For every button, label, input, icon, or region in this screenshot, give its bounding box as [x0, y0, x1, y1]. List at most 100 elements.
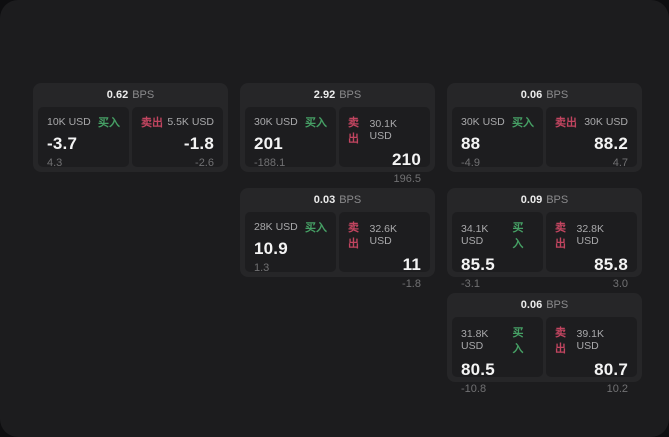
bps-unit-label: BPS	[132, 89, 155, 101]
sell-amount: 30K USD	[584, 116, 628, 128]
sell-amount: 39.1K USD	[576, 328, 604, 352]
sell-panel-header: 卖出 32.6K USD	[348, 219, 421, 251]
quote-card: 0.62 BPS 10K USD 买入 -3.7 4.3 卖出 5.5K USD…	[33, 83, 228, 172]
buy-amount: 31.8K USD	[461, 328, 489, 352]
quote-card: 0.06 BPS 30K USD 买入 88 -4.9 卖出 30K USD 8…	[447, 83, 642, 172]
buy-panel[interactable]: 28K USD 买入 10.9 1.3	[245, 212, 336, 274]
buy-panel[interactable]: 31.8K USD 买入 80.5 -10.8	[452, 317, 543, 395]
bps-unit-label: BPS	[339, 194, 362, 206]
sell-label: 卖出	[348, 222, 359, 250]
sell-panel[interactable]: 卖出 30K USD 88.2 4.7	[546, 107, 637, 169]
sell-amount: 5.5K USD	[167, 116, 214, 128]
sell-panel-header: 卖出 5.5K USD	[141, 114, 214, 130]
buy-label: 买入	[305, 117, 327, 129]
bid-ask-panels: 30K USD 买入 201 -188.1 卖出 30.1K USD 210 1…	[245, 107, 430, 185]
bid-ask-panels: 28K USD 买入 10.9 1.3 卖出 32.6K USD 11 -1.8	[245, 212, 430, 290]
sell-subvalue: -1.8	[402, 278, 421, 290]
column-2: 2.92 BPS 30K USD 买入 201 -188.1 卖出 30.1K …	[240, 83, 435, 290]
buy-label: 买入	[512, 117, 534, 129]
buy-price: -3.7	[47, 134, 78, 153]
sell-panel-header: 卖出 30K USD	[555, 114, 628, 130]
sell-subvalue: -2.6	[195, 157, 214, 169]
buy-subvalue: 4.3	[47, 157, 63, 169]
bps-unit-label: BPS	[546, 194, 569, 206]
sell-subvalue: 10.2	[606, 383, 628, 395]
buy-amount: 28K USD	[254, 221, 298, 233]
buy-panel[interactable]: 30K USD 买入 201 -188.1	[245, 107, 336, 169]
sell-price: 88.2	[594, 134, 628, 153]
sell-amount: 32.8K USD	[576, 223, 604, 247]
spread-bps-value: 0.06	[520, 89, 543, 101]
sell-panel[interactable]: 卖出 39.1K USD 80.7 10.2	[546, 317, 637, 395]
bid-ask-panels: 10K USD 买入 -3.7 4.3 卖出 5.5K USD -1.8 -2.…	[38, 107, 223, 169]
bid-ask-panels: 31.8K USD 买入 80.5 -10.8 卖出 39.1K USD 80.…	[452, 317, 637, 395]
sell-panel[interactable]: 卖出 32.6K USD 11 -1.8	[339, 212, 430, 290]
quote-card-grid: 0.62 BPS 10K USD 买入 -3.7 4.3 卖出 5.5K USD…	[33, 83, 642, 395]
sell-price: 85.8	[594, 255, 628, 274]
buy-price: 80.5	[461, 360, 495, 379]
card-header: 2.92 BPS	[245, 83, 430, 107]
spread-bps-value: 2.92	[313, 89, 336, 101]
bps-unit-label: BPS	[546, 299, 569, 311]
buy-price: 85.5	[461, 255, 495, 274]
sell-amount: 32.6K USD	[369, 223, 397, 247]
card-header: 0.62 BPS	[38, 83, 223, 107]
buy-label: 买入	[305, 222, 327, 234]
bps-unit-label: BPS	[339, 89, 362, 101]
card-header: 0.03 BPS	[245, 188, 430, 212]
buy-panel[interactable]: 34.1K USD 买入 85.5 -3.1	[452, 212, 543, 290]
buy-label: 买入	[512, 222, 524, 250]
sell-price: 210	[392, 150, 421, 169]
sell-panel[interactable]: 卖出 30.1K USD 210 196.5	[339, 107, 430, 185]
buy-amount: 30K USD	[461, 116, 505, 128]
card-header: 0.06 BPS	[452, 83, 637, 107]
sell-price: -1.8	[183, 134, 214, 153]
sell-subvalue: 4.7	[612, 157, 628, 169]
buy-price: 201	[254, 134, 283, 153]
buy-panel-header: 10K USD 买入	[47, 114, 120, 130]
column-3: 0.06 BPS 30K USD 买入 88 -4.9 卖出 30K USD 8…	[447, 83, 642, 395]
buy-subvalue: -10.8	[461, 383, 487, 395]
column-1: 0.62 BPS 10K USD 买入 -3.7 4.3 卖出 5.5K USD…	[33, 83, 228, 172]
buy-price: 88	[461, 134, 481, 153]
buy-amount: 30K USD	[254, 116, 298, 128]
quote-card: 0.03 BPS 28K USD 买入 10.9 1.3 卖出 32.6K US…	[240, 188, 435, 290]
buy-label: 买入	[98, 117, 120, 129]
card-header: 0.06 BPS	[452, 293, 637, 317]
sell-label: 卖出	[555, 327, 566, 355]
bid-ask-panels: 30K USD 买入 88 -4.9 卖出 30K USD 88.2 4.7	[452, 107, 637, 169]
buy-panel-header: 31.8K USD 买入	[461, 324, 534, 356]
sell-label: 卖出	[141, 117, 163, 129]
sell-subvalue: 196.5	[393, 173, 421, 185]
buy-panel[interactable]: 30K USD 买入 88 -4.9	[452, 107, 543, 169]
buy-subvalue: -3.1	[461, 278, 480, 290]
buy-price: 10.9	[254, 239, 288, 258]
spread-bps-value: 0.62	[106, 89, 129, 101]
spread-bps-value: 0.09	[520, 194, 543, 206]
bid-ask-panels: 34.1K USD 买入 85.5 -3.1 卖出 32.8K USD 85.8…	[452, 212, 637, 290]
sell-price: 80.7	[594, 360, 628, 379]
sell-label: 卖出	[348, 117, 359, 145]
buy-subvalue: 1.3	[254, 262, 270, 274]
buy-subvalue: -188.1	[254, 157, 286, 169]
buy-panel[interactable]: 10K USD 买入 -3.7 4.3	[38, 107, 129, 169]
sell-label: 卖出	[555, 117, 577, 129]
sell-amount: 30.1K USD	[369, 118, 397, 142]
sell-label: 卖出	[555, 222, 566, 250]
sell-price: 11	[402, 255, 421, 274]
sell-panel[interactable]: 卖出 5.5K USD -1.8 -2.6	[132, 107, 223, 169]
quote-card: 0.06 BPS 31.8K USD 买入 80.5 -10.8 卖出 39.1…	[447, 293, 642, 395]
card-header: 0.09 BPS	[452, 188, 637, 212]
buy-amount: 10K USD	[47, 116, 91, 128]
spread-bps-value: 0.06	[520, 299, 543, 311]
buy-panel-header: 30K USD 买入	[461, 114, 534, 130]
sell-panel[interactable]: 卖出 32.8K USD 85.8 3.0	[546, 212, 637, 290]
buy-amount: 34.1K USD	[461, 223, 489, 247]
buy-panel-header: 28K USD 买入	[254, 219, 327, 235]
sell-panel-header: 卖出 39.1K USD	[555, 324, 628, 356]
buy-label: 买入	[512, 327, 524, 355]
buy-panel-header: 30K USD 买入	[254, 114, 327, 130]
quote-card: 0.09 BPS 34.1K USD 买入 85.5 -3.1 卖出 32.8K…	[447, 188, 642, 290]
buy-subvalue: -4.9	[461, 157, 480, 169]
